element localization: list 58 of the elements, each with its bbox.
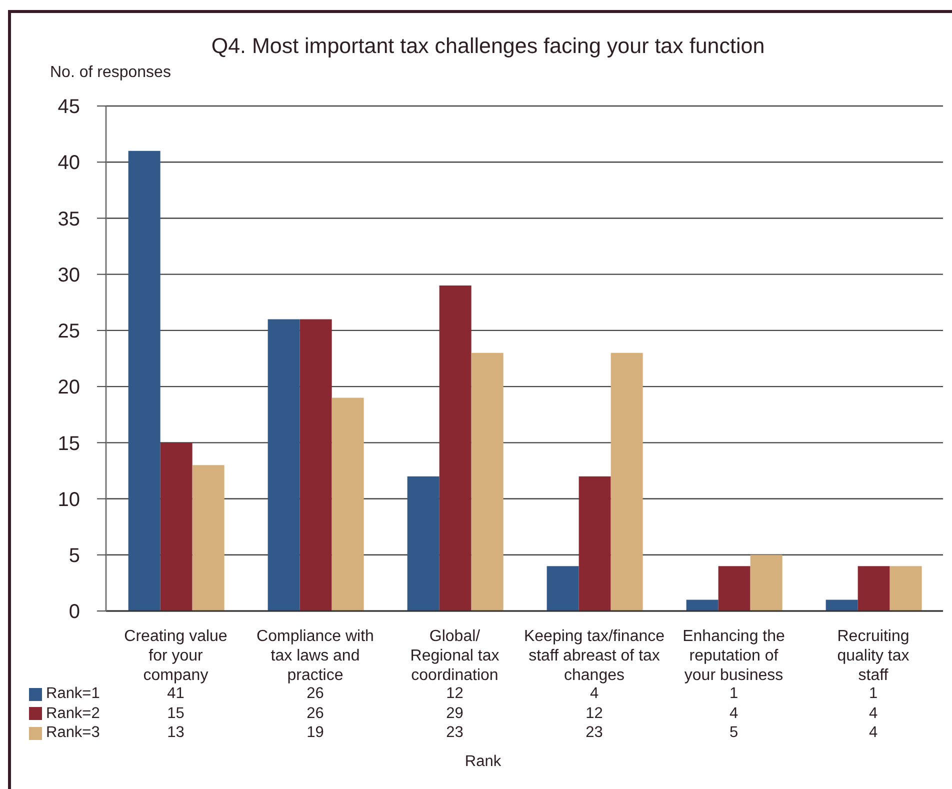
y-tick-label: 30: [58, 264, 80, 286]
data-label: 5: [728, 724, 740, 742]
data-label: 26: [306, 704, 325, 722]
y-tick-label: 20: [58, 376, 80, 399]
data-label: 4: [868, 704, 879, 722]
bar: [826, 600, 858, 611]
y-tick-label: 5: [68, 544, 80, 567]
bar: [407, 476, 440, 611]
data-label: 1: [728, 685, 740, 703]
legend-label: Rank=2: [46, 704, 100, 722]
x-tick-label: Compliance with tax laws and practice: [256, 628, 374, 684]
x-tick-label: Enhancing the reputation of your business: [682, 628, 785, 684]
data-label: 29: [445, 704, 464, 722]
chart-title: Q4. Most important tax challenges facing your tax function: [210, 34, 766, 58]
x-tick-label: Creating value for your company: [124, 628, 228, 684]
data-label: 23: [445, 724, 464, 742]
bar: [578, 476, 611, 611]
y-tick-label: 0: [68, 601, 80, 624]
x-axis-title: Rank: [464, 753, 502, 771]
bar: [686, 600, 718, 611]
y-axis-title: No. of responses: [50, 64, 171, 82]
bar: [610, 352, 643, 611]
data-label: 15: [166, 704, 186, 722]
legend-label: Rank=1: [46, 685, 100, 703]
y-tick-label: 25: [58, 320, 80, 343]
y-tick-label: 10: [58, 488, 80, 511]
bar: [471, 352, 504, 611]
y-tick-label: 15: [58, 432, 80, 455]
bar: [890, 566, 922, 611]
data-label: 4: [868, 724, 879, 742]
bar: [160, 442, 192, 611]
legend-label: Rank=3: [46, 724, 100, 742]
bar: [546, 566, 579, 611]
bar: [718, 566, 750, 611]
data-label: 23: [584, 724, 604, 742]
x-tick-label: Global/ Regional tax coordination: [410, 628, 500, 684]
data-label: 12: [445, 685, 464, 703]
bar: [192, 465, 224, 611]
bar: [858, 566, 890, 611]
data-label: 12: [584, 704, 604, 722]
bar: [750, 554, 782, 611]
data-label: 41: [166, 685, 186, 703]
data-label: 4: [728, 704, 740, 722]
data-label: 19: [306, 724, 325, 742]
data-label: 4: [588, 685, 600, 703]
bar: [268, 319, 300, 611]
bar: [439, 286, 472, 611]
data-label: 13: [166, 724, 186, 742]
bar: [128, 150, 160, 611]
y-tick-label: 40: [58, 152, 80, 174]
x-tick-label: Recruiting quality tax staff: [837, 628, 910, 684]
data-label: 1: [868, 685, 879, 703]
bar: [300, 319, 332, 611]
data-label: 26: [306, 685, 325, 703]
x-tick-label: Keeping tax/finance staff abreast of tax changes: [524, 628, 665, 684]
y-tick-label: 35: [58, 208, 80, 230]
bar: [332, 398, 364, 611]
y-tick-label: 45: [58, 96, 80, 118]
